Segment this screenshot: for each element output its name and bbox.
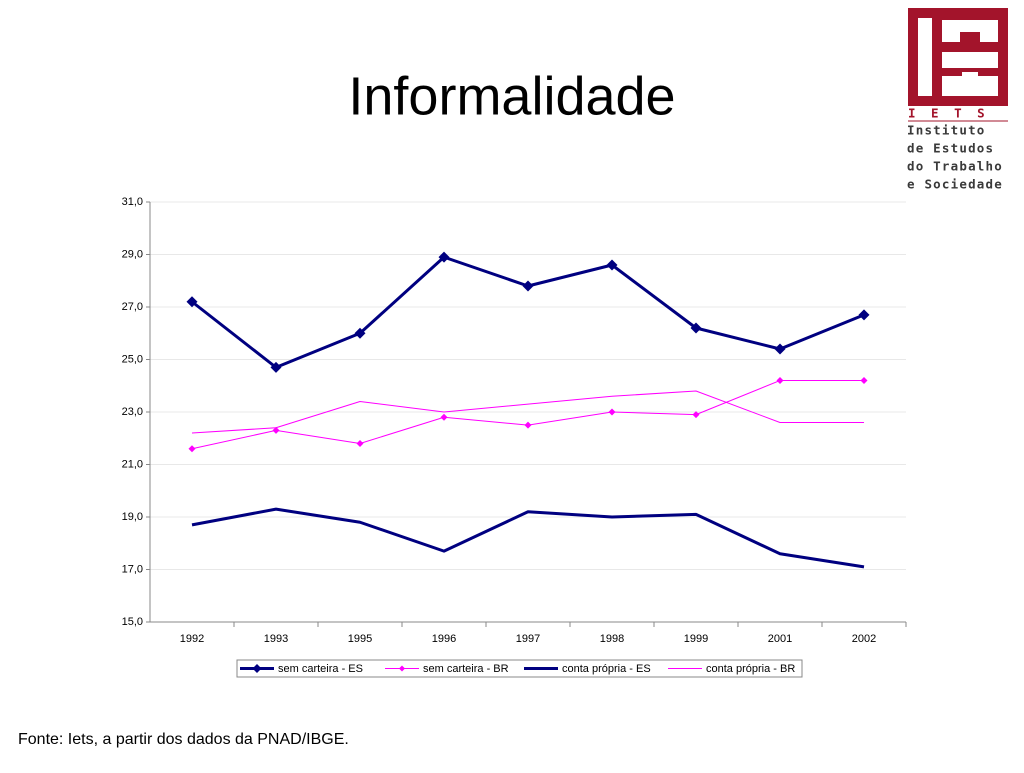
y-tick-label: 23,0 [122, 406, 143, 418]
legend-marker [252, 664, 262, 673]
point-marker [186, 296, 198, 308]
series-line [191, 380, 864, 450]
footer-source: Fonte: Iets, a partir dos dados da PNAD/… [18, 731, 349, 748]
y-tick-label: 25,0 [122, 353, 143, 365]
x-tick-label: 2001 [768, 633, 792, 645]
logo-glyphs [918, 18, 998, 96]
point-marker [272, 426, 280, 434]
point-marker [354, 327, 366, 339]
y-tick-label: 21,0 [122, 458, 143, 470]
x-tick-label: 1993 [264, 633, 288, 645]
logo-text: do Trabalho [907, 159, 1003, 174]
legend-marker [399, 665, 405, 672]
y-tick-label: 31,0 [122, 196, 143, 208]
point-marker [776, 377, 784, 384]
point-marker [606, 259, 618, 271]
x-tick-label: 1992 [180, 633, 204, 645]
x-tick-label: 2002 [852, 633, 876, 645]
legend-box [236, 659, 803, 678]
point-marker [356, 440, 364, 447]
point-marker [860, 377, 868, 384]
y-tick-label: 29,0 [122, 248, 143, 260]
point-marker [690, 322, 702, 334]
logo-text: Instituto [907, 123, 986, 138]
chart-title: Informalidade [348, 66, 675, 126]
logo: I E T S [908, 8, 1008, 122]
x-tick-label: 1999 [684, 633, 708, 645]
x-tick-label: 1998 [600, 633, 624, 645]
point-marker [438, 251, 450, 263]
point-marker [522, 280, 534, 292]
series-line [191, 390, 864, 434]
logo-acronym: I E T S [908, 106, 989, 121]
x-tick-label: 1995 [348, 633, 372, 645]
legend-label: sem carteira - BR [423, 663, 509, 675]
point-marker [774, 343, 786, 355]
series-line [191, 255, 865, 369]
point-marker [608, 408, 616, 416]
point-marker [440, 413, 448, 421]
x-tick-label: 1997 [516, 633, 540, 645]
y-tick-label: 19,0 [122, 511, 143, 523]
legend-label: conta própria - ES [562, 663, 651, 675]
point-marker [188, 445, 196, 453]
legend-label: conta própria - BR [706, 663, 795, 675]
logo-text: de Estudos [907, 141, 994, 156]
y-tick-label: 17,0 [122, 563, 143, 575]
point-marker [270, 361, 282, 373]
point-marker [858, 309, 870, 321]
point-marker [524, 421, 532, 429]
x-tick-label: 1996 [432, 633, 456, 645]
y-tick-label: 27,0 [122, 301, 143, 313]
legend-label: sem carteira - ES [278, 663, 363, 675]
logo-text: e Sociedade [907, 177, 1003, 192]
series-line [191, 507, 865, 569]
point-marker [692, 411, 700, 419]
y-tick-label: 15,0 [122, 616, 143, 628]
